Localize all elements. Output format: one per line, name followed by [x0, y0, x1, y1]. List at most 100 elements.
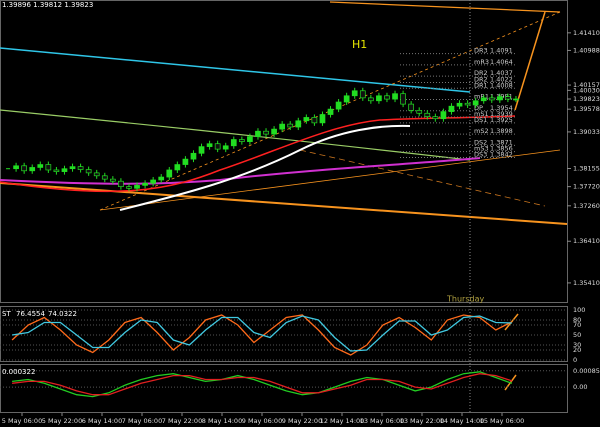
- y-tick-label: 0: [573, 356, 577, 364]
- indicator-line: [12, 371, 513, 398]
- y-tick-label: 1.36410: [573, 237, 600, 245]
- y-tick-label: 20: [573, 346, 581, 354]
- pivot-value: 1.3925: [490, 116, 513, 124]
- y-tick-label: 1.37720: [573, 183, 600, 191]
- candle-body: [198, 146, 205, 154]
- trend-line: [329, 1, 561, 13]
- candle-body: [408, 103, 415, 111]
- trend-line: [0, 47, 471, 93]
- pivot-value: 1.3842: [490, 150, 513, 158]
- x-tick-label: 7 May 06:00: [122, 417, 162, 425]
- candle-body: [400, 93, 406, 105]
- candle-body: [101, 175, 108, 180]
- y-tick-label: 100: [573, 306, 585, 314]
- y-tick-label: 1.39033: [573, 128, 600, 136]
- candle-body: [319, 114, 326, 124]
- y-tick-label: 0.0008559: [573, 367, 600, 375]
- y-tick-label: 1.39578: [573, 105, 600, 113]
- x-tick-label: 8 May 14:00: [202, 417, 242, 425]
- y-tick-label: 50: [573, 331, 581, 339]
- candle-body: [343, 95, 350, 103]
- channel-line: [299, 149, 546, 207]
- candle-body: [295, 120, 302, 128]
- moving-average: [0, 157, 481, 185]
- pivot-name: DS1: [474, 116, 487, 124]
- y-tick-label: 30: [573, 341, 581, 349]
- price-header: 1.39896 1.39812 1.39823: [2, 1, 93, 9]
- day-label: Thursday: [446, 295, 484, 304]
- candle-body: [513, 98, 519, 101]
- stoch-frame: [0, 306, 568, 362]
- pivot-name: mS3: [474, 145, 489, 153]
- candle-body: [359, 90, 366, 99]
- pivot-name: DS2: [474, 138, 487, 146]
- candle-body: [279, 123, 286, 130]
- candle-body: [448, 105, 455, 112]
- pivot-name: mR3: [474, 58, 489, 66]
- candle-body: [21, 165, 28, 172]
- candle-body: [432, 116, 439, 120]
- y-tick-label: 0.00: [573, 383, 587, 391]
- candle-body: [77, 166, 84, 170]
- candle-body: [271, 128, 277, 135]
- x-tick-label: 15 May 06:00: [480, 417, 525, 425]
- panel-name: ST: [2, 310, 11, 318]
- x-tick-label: 14 May 14:00: [440, 417, 485, 425]
- pivot-name: DR3: [474, 47, 488, 55]
- pivot-value: 1.4064: [490, 58, 513, 66]
- pivot-name: mS1: [474, 110, 489, 118]
- pivot-name: DR2: [474, 75, 488, 83]
- candle-body: [13, 165, 19, 170]
- y-tick-label: 1.38155: [573, 165, 600, 173]
- y-tick-label: 70: [573, 321, 581, 329]
- pivot-value: 1.4008: [490, 81, 513, 89]
- candle-body: [29, 167, 36, 172]
- y-tick-label: 1.40030: [573, 86, 600, 94]
- x-tick-label: 7 May 22:00: [162, 417, 202, 425]
- indicator-line: [12, 373, 513, 396]
- pivot-value: 1.4091: [490, 47, 513, 55]
- candle-body: [150, 179, 157, 184]
- candle-body: [416, 110, 423, 114]
- candle-body: [480, 97, 487, 102]
- candle-body: [206, 143, 213, 147]
- candle-body: [118, 180, 124, 187]
- candle-body: [166, 169, 173, 178]
- pivot-value: 1.3898: [490, 127, 513, 135]
- candle-body: [392, 93, 398, 100]
- y-tick-label: 1.40157: [573, 81, 600, 89]
- candle-body: [505, 96, 511, 100]
- candle-body: [53, 169, 60, 172]
- candle-body: [351, 90, 358, 97]
- candle-body: [85, 169, 92, 174]
- candle-body: [303, 117, 310, 122]
- x-tick-label: 9 May 22:00: [282, 417, 322, 425]
- x-tick-label: 13 May 06:00: [360, 417, 405, 425]
- pivot-name: mS2: [474, 127, 489, 135]
- arrow-line: [514, 11, 546, 111]
- candle-body: [335, 101, 342, 110]
- candle-body: [61, 168, 68, 172]
- indicator-value: 76.4554: [16, 310, 45, 318]
- x-tick-label: 9 May 06:00: [242, 417, 282, 425]
- candle-body: [263, 130, 269, 135]
- pivot-name: mR1: [474, 93, 489, 101]
- candle-body: [238, 139, 245, 142]
- pivot-name: DS3: [474, 150, 487, 158]
- candle-body: [327, 108, 334, 115]
- indicator-value: 74.0322: [48, 310, 77, 318]
- candle-body: [440, 111, 447, 120]
- moving-average: [0, 109, 471, 161]
- indicator-line: [11, 314, 513, 356]
- candle-body: [464, 102, 471, 106]
- candle-body: [214, 143, 221, 150]
- candle-body: [126, 186, 132, 189]
- candle-body: [287, 123, 294, 128]
- pivot-name: DR1: [474, 81, 488, 89]
- indicator-value: 0.000322: [2, 368, 35, 376]
- trend-line: [0, 182, 568, 225]
- candle-body: [158, 176, 165, 181]
- candle-body: [472, 100, 479, 106]
- candle-body: [384, 95, 390, 100]
- pivot-value: 1.3871: [490, 138, 513, 146]
